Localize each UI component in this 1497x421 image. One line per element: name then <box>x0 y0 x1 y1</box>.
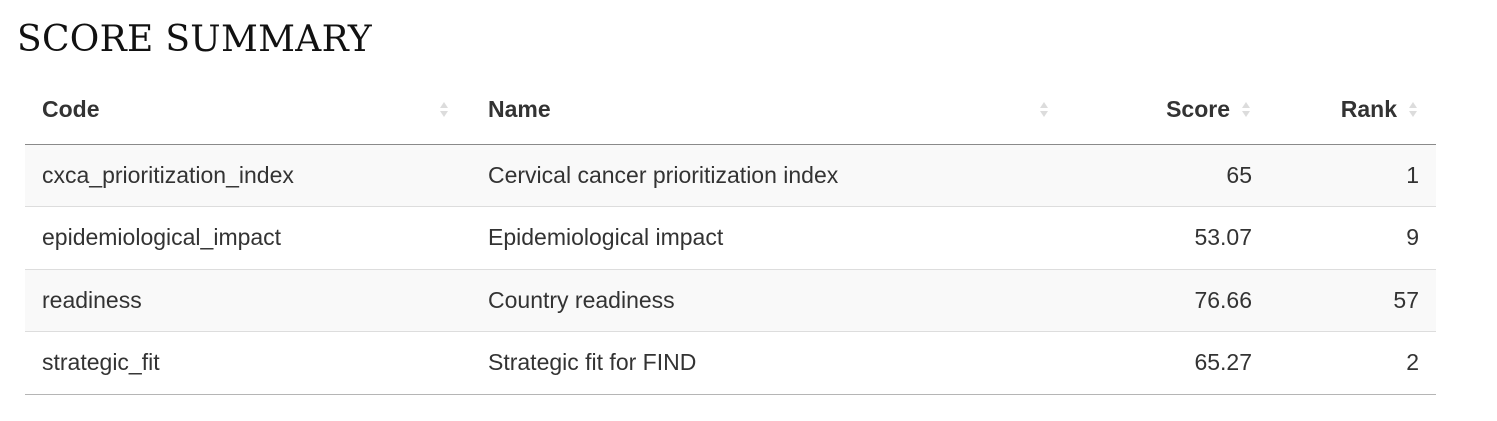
column-header-label: Rank <box>1340 95 1397 122</box>
table-header-row: Code Name Score Rank <box>25 75 1436 145</box>
score-summary-table: Code Name Score Rank <box>25 75 1436 395</box>
cell-rank: 9 <box>1269 206 1436 270</box>
cell-name: Country readiness <box>471 269 1070 332</box>
cell-code: readiness <box>25 269 471 332</box>
sort-arrows-icon[interactable] <box>438 97 450 121</box>
cell-name: Strategic fit for FIND <box>471 331 1070 395</box>
cell-rank: 2 <box>1269 331 1436 395</box>
cell-code: cxca_prioritization_index <box>25 144 471 207</box>
column-header-label: Code <box>42 95 100 122</box>
table-row: cxca_prioritization_index Cervical cance… <box>25 144 1436 207</box>
table-row: readiness Country readiness 76.66 57 <box>25 269 1436 332</box>
sort-arrows-icon[interactable] <box>1240 97 1252 121</box>
cell-score: 53.07 <box>1070 206 1269 270</box>
column-header-name[interactable]: Name <box>471 75 1070 145</box>
cell-name: Cervical cancer prioritization index <box>471 144 1070 207</box>
table-row: epidemiological_impact Epidemiological i… <box>25 206 1436 270</box>
cell-score: 76.66 <box>1070 269 1269 332</box>
cell-score: 65 <box>1070 144 1269 207</box>
column-header-code[interactable]: Code <box>25 75 471 145</box>
score-summary-table-container: Code Name Score Rank <box>25 75 1436 395</box>
cell-code: epidemiological_impact <box>25 206 471 270</box>
cell-rank: 57 <box>1269 269 1436 332</box>
cell-code: strategic_fit <box>25 331 471 395</box>
column-header-score[interactable]: Score <box>1070 75 1269 145</box>
sort-arrows-icon[interactable] <box>1038 97 1050 121</box>
column-header-rank[interactable]: Rank <box>1269 75 1436 145</box>
sort-arrows-icon[interactable] <box>1407 97 1419 121</box>
cell-name: Epidemiological impact <box>471 206 1070 270</box>
column-header-label: Name <box>488 95 551 122</box>
cell-rank: 1 <box>1269 144 1436 207</box>
table-row: strategic_fit Strategic fit for FIND 65.… <box>25 331 1436 395</box>
cell-score: 65.27 <box>1070 331 1269 395</box>
page-title: SCORE SUMMARY <box>17 19 372 60</box>
column-header-label: Score <box>1166 95 1230 122</box>
